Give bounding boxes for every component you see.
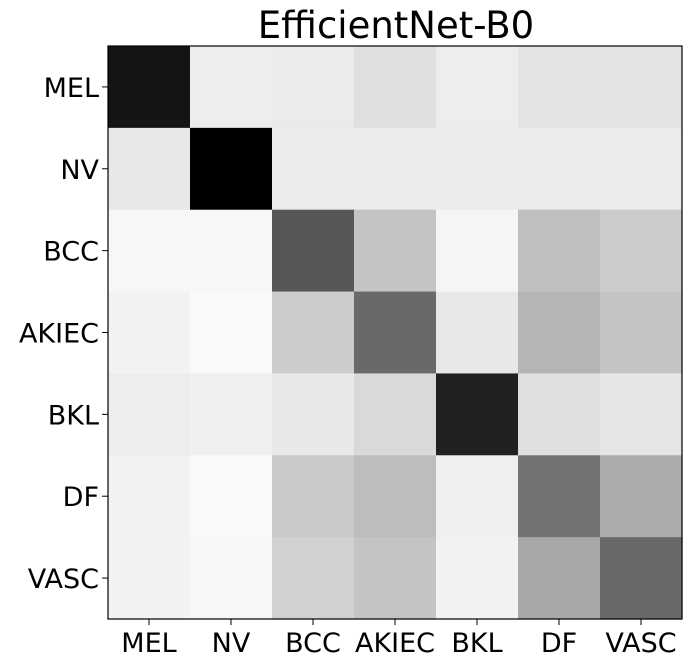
heatmap-cell-vasc-vasc: [600, 537, 683, 620]
heatmap-cell-akiec-df: [518, 291, 601, 375]
plot-frame: [107, 45, 683, 620]
y-tick-label: BCC: [43, 237, 99, 268]
heatmap-cell-df-nv: [190, 455, 273, 538]
heatmap-cell-df-bcc: [272, 455, 355, 538]
heatmap-cell-mel-akiec: [354, 46, 437, 129]
heatmap-cell-nv-bkl: [436, 127, 519, 211]
heatmap-cell-bcc-vasc: [600, 209, 683, 293]
heatmap-cell-bkl-vasc: [600, 373, 683, 456]
heatmap-cell-akiec-bcc: [272, 291, 355, 375]
heatmap-cell-df-df: [518, 455, 601, 538]
heatmap-cell-vasc-bkl: [436, 537, 519, 620]
heatmap-cell-bkl-nv: [190, 373, 273, 456]
heatmap-cell-vasc-df: [518, 537, 601, 620]
heatmap-cell-df-vasc: [600, 455, 683, 538]
heatmap-cell-bcc-mel: [108, 209, 191, 293]
y-axis: MEL NV BCC AKIEC BKL DF VASC: [19, 73, 108, 595]
y-tick-label: BKL: [48, 400, 99, 431]
heatmap-cell-vasc-nv: [190, 537, 273, 620]
heatmap-cell-nv-vasc: [600, 127, 683, 211]
heatmap-cell-bkl-akiec: [354, 373, 437, 456]
x-tick-label: MEL: [121, 628, 176, 659]
heatmap-cell-bcc-bkl: [436, 209, 519, 293]
x-tick-label: BCC: [285, 628, 341, 659]
heatmap-cell-nv-df: [518, 127, 601, 211]
heatmap-cell-bcc-nv: [190, 209, 273, 293]
heatmap-cell-bkl-mel: [108, 373, 191, 456]
heatmap-cell-akiec-vasc: [600, 291, 683, 375]
heatmap-cell-df-bkl: [436, 455, 519, 538]
heatmap-cell-bcc-bcc: [272, 209, 355, 293]
heatmap-cell-bcc-df: [518, 209, 601, 293]
heatmap-cell-df-mel: [108, 455, 191, 538]
chart-title: EfficientNet-B0: [258, 4, 534, 47]
heatmap-cell-nv-bcc: [272, 127, 355, 211]
y-tick-label: DF: [63, 482, 99, 513]
heatmap-cell-mel-nv: [190, 46, 273, 129]
heatmap-cell-df-akiec: [354, 455, 437, 538]
heatmap-cell-vasc-akiec: [354, 537, 437, 620]
y-tick-label: MEL: [44, 73, 99, 104]
heatmap-cell-mel-mel: [108, 46, 191, 129]
heatmap-cell-akiec-bkl: [436, 291, 519, 375]
heatmap-cell-akiec-nv: [190, 291, 273, 375]
heatmap-cell-mel-df: [518, 46, 601, 129]
heatmap-cell-bcc-akiec: [354, 209, 437, 293]
x-tick-label: AKIEC: [355, 628, 435, 659]
heatmap-cell-akiec-mel: [108, 291, 191, 375]
heatmap-cell-bkl-bcc: [272, 373, 355, 456]
heatmap-cell-vasc-mel: [108, 537, 191, 620]
y-tick-label: NV: [60, 155, 99, 186]
x-tick-label: NV: [212, 628, 251, 659]
y-tick-label: AKIEC: [19, 319, 99, 350]
heatmap-cell-mel-bcc: [272, 46, 355, 129]
x-tick-label: BKL: [451, 628, 502, 659]
x-tick-label: VASC: [605, 628, 676, 659]
heatmap-cell-bkl-df: [518, 373, 601, 456]
heatmap-cell-mel-bkl: [436, 46, 519, 129]
heatmap-cell-nv-akiec: [354, 127, 437, 211]
x-tick-label: DF: [541, 628, 577, 659]
heatmap-cell-nv-mel: [108, 127, 191, 211]
y-tick-label: VASC: [28, 564, 99, 595]
heatmap-cell-bkl-bkl: [436, 373, 519, 456]
heatmap-cell-akiec-akiec: [354, 291, 437, 375]
heatmap-cells: [108, 46, 683, 620]
heatmap-cell-mel-vasc: [600, 46, 683, 129]
heatmap-cell-vasc-bcc: [272, 537, 355, 620]
heatmap-cell-nv-nv: [190, 127, 273, 211]
x-axis: MEL NV BCC AKIEC BKL DF VASC: [121, 619, 677, 659]
